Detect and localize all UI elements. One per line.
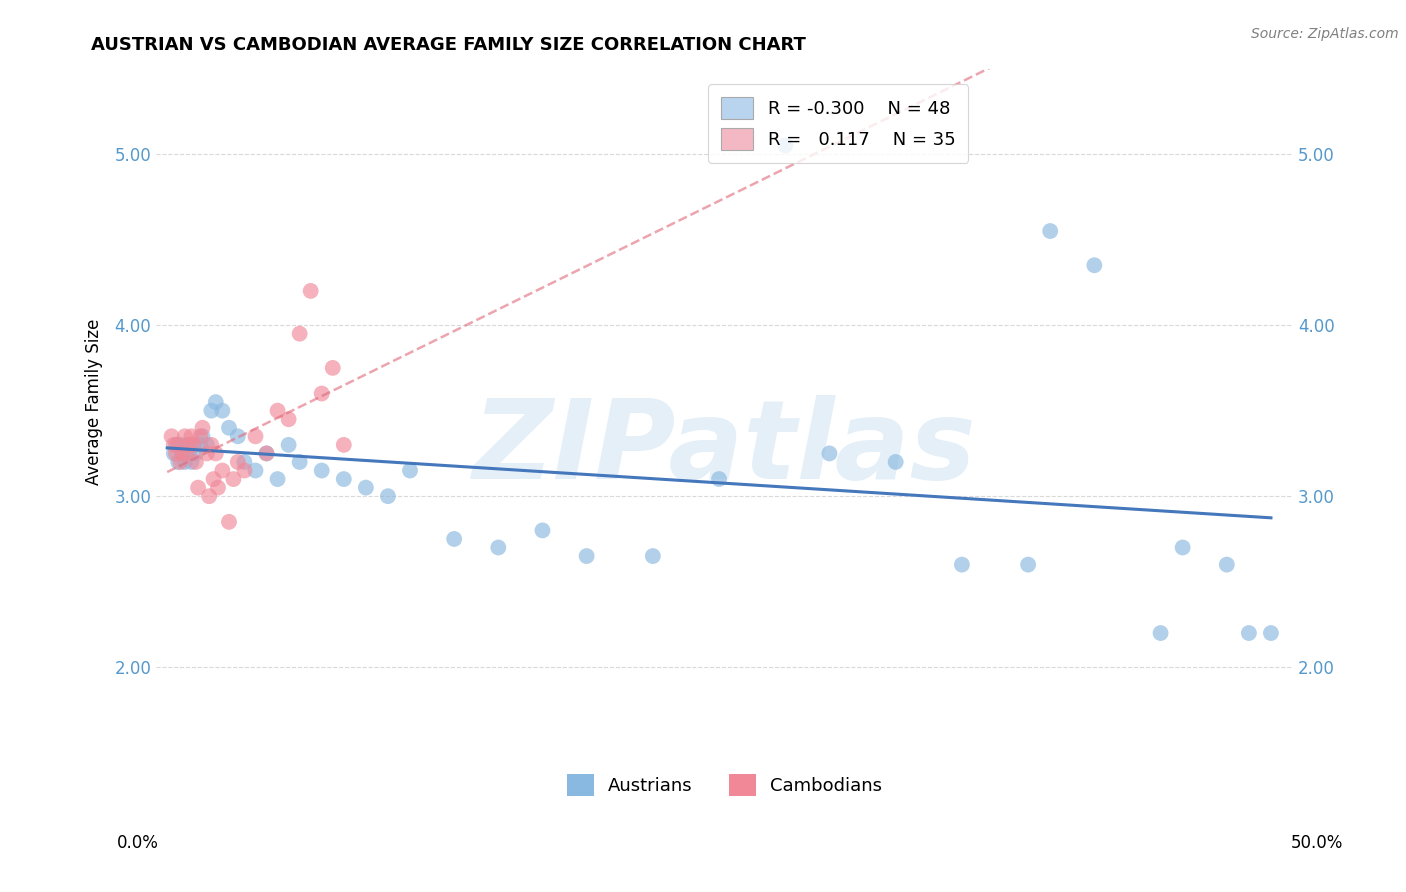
Point xyxy=(641,549,664,563)
Point xyxy=(377,489,399,503)
Text: 0.0%: 0.0% xyxy=(117,834,159,852)
Point xyxy=(195,446,218,460)
Point xyxy=(204,395,226,409)
Point xyxy=(183,438,205,452)
Point xyxy=(180,455,202,469)
Y-axis label: Average Family Size: Average Family Size xyxy=(86,319,103,485)
Point xyxy=(163,438,186,452)
Text: Source: ZipAtlas.com: Source: ZipAtlas.com xyxy=(1251,27,1399,41)
Point xyxy=(226,455,249,469)
Point xyxy=(277,412,299,426)
Point xyxy=(191,429,214,443)
Point xyxy=(266,403,288,417)
Point xyxy=(1017,558,1039,572)
Point xyxy=(165,446,187,460)
Point xyxy=(211,463,233,477)
Text: ZIPatlas: ZIPatlas xyxy=(472,395,976,502)
Point xyxy=(179,438,201,452)
Point xyxy=(200,403,222,417)
Point xyxy=(245,463,267,477)
Point xyxy=(169,455,191,469)
Point xyxy=(188,429,211,443)
Point xyxy=(233,463,256,477)
Point xyxy=(531,524,554,538)
Point xyxy=(443,532,465,546)
Point xyxy=(818,446,841,460)
Point xyxy=(172,446,194,460)
Point xyxy=(1171,541,1194,555)
Point xyxy=(211,403,233,417)
Point xyxy=(266,472,288,486)
Point xyxy=(187,481,209,495)
Point xyxy=(884,455,907,469)
Point xyxy=(218,421,240,435)
Point xyxy=(184,455,207,469)
Point xyxy=(163,446,186,460)
Point xyxy=(322,360,344,375)
Point xyxy=(183,438,205,452)
Point xyxy=(218,515,240,529)
Text: 50.0%: 50.0% xyxy=(1291,834,1343,852)
Point xyxy=(169,438,191,452)
Point xyxy=(311,386,333,401)
Point xyxy=(233,455,256,469)
Point xyxy=(179,446,201,460)
Point xyxy=(176,438,198,452)
Point xyxy=(226,429,249,443)
Point xyxy=(950,558,973,572)
Legend: Austrians, Cambodians: Austrians, Cambodians xyxy=(560,767,890,804)
Point xyxy=(288,455,311,469)
Point xyxy=(707,472,730,486)
Point xyxy=(1216,558,1239,572)
Point xyxy=(575,549,598,563)
Point xyxy=(333,438,356,452)
Point xyxy=(399,463,422,477)
Point xyxy=(167,438,190,452)
Point xyxy=(245,429,267,443)
Point xyxy=(256,446,278,460)
Point xyxy=(775,138,797,153)
Point xyxy=(222,472,245,486)
Point xyxy=(1237,626,1260,640)
Point xyxy=(172,446,194,460)
Point xyxy=(180,429,202,443)
Point xyxy=(191,421,214,435)
Point xyxy=(1083,258,1105,272)
Point xyxy=(195,438,218,452)
Point xyxy=(176,446,198,460)
Point xyxy=(165,438,187,452)
Point xyxy=(1149,626,1171,640)
Point xyxy=(256,446,278,460)
Point xyxy=(173,455,195,469)
Point xyxy=(1039,224,1062,238)
Point xyxy=(288,326,311,341)
Point xyxy=(1260,626,1282,640)
Point xyxy=(333,472,356,486)
Point xyxy=(200,438,222,452)
Point xyxy=(354,481,377,495)
Point xyxy=(198,489,221,503)
Point xyxy=(299,284,322,298)
Point xyxy=(311,463,333,477)
Point xyxy=(160,429,183,443)
Point xyxy=(204,446,226,460)
Point xyxy=(202,472,225,486)
Point xyxy=(167,455,190,469)
Point xyxy=(188,438,211,452)
Point xyxy=(277,438,299,452)
Text: AUSTRIAN VS CAMBODIAN AVERAGE FAMILY SIZE CORRELATION CHART: AUSTRIAN VS CAMBODIAN AVERAGE FAMILY SIZ… xyxy=(91,36,806,54)
Point xyxy=(207,481,229,495)
Point xyxy=(184,446,207,460)
Point xyxy=(173,429,195,443)
Point xyxy=(486,541,509,555)
